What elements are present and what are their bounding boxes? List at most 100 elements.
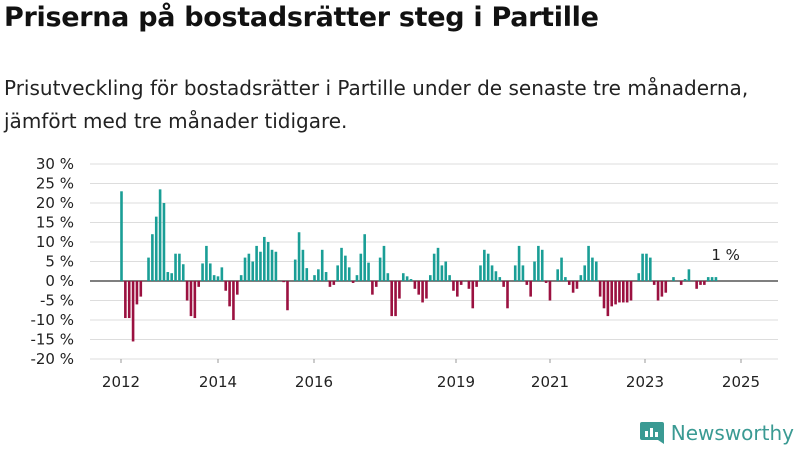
bar xyxy=(486,253,490,281)
bar xyxy=(255,245,258,281)
bar xyxy=(467,281,471,289)
bar xyxy=(332,281,336,285)
bar xyxy=(652,281,656,285)
bar xyxy=(459,281,463,285)
bar xyxy=(355,275,359,281)
x-tick-label: 2012 xyxy=(102,373,140,391)
bar xyxy=(270,249,274,281)
bar xyxy=(544,281,548,283)
bar xyxy=(232,281,235,320)
bar xyxy=(382,245,386,281)
bar xyxy=(425,281,428,299)
bar xyxy=(324,272,328,281)
bar xyxy=(679,281,683,285)
bar xyxy=(328,281,332,287)
bar xyxy=(193,281,197,319)
bar xyxy=(405,276,409,281)
bar xyxy=(490,265,494,281)
bar xyxy=(660,281,664,297)
bar xyxy=(398,281,401,299)
y-tick-label: 5 % xyxy=(45,253,74,271)
bar xyxy=(216,276,220,281)
bar xyxy=(266,242,270,281)
bar xyxy=(243,257,247,281)
bar xyxy=(181,264,185,281)
bar xyxy=(687,269,691,281)
bar xyxy=(124,281,127,319)
bar xyxy=(286,281,289,311)
newsworthy-logo-icon xyxy=(639,422,664,444)
bar xyxy=(247,253,251,281)
y-tick-label: -5 % xyxy=(40,292,74,310)
annotation-group: 1 % xyxy=(711,246,740,264)
y-tick-label: 15 % xyxy=(36,214,74,232)
bar xyxy=(201,263,204,281)
bar xyxy=(706,277,710,281)
bar xyxy=(154,216,158,281)
x-tick-label: 2016 xyxy=(295,373,333,391)
x-tick-label: 2019 xyxy=(437,373,475,391)
bar xyxy=(151,234,154,281)
y-tick-label: 10 % xyxy=(36,233,74,251)
bar xyxy=(502,281,505,287)
bar xyxy=(139,281,143,297)
bar xyxy=(641,253,644,281)
bar xyxy=(517,245,521,281)
bar xyxy=(185,281,189,301)
bar xyxy=(571,281,575,293)
bar xyxy=(401,273,405,281)
y-tick-label: -10 % xyxy=(30,311,74,329)
bar xyxy=(556,269,559,281)
bar xyxy=(297,232,301,281)
bar xyxy=(378,257,382,281)
bar xyxy=(212,275,216,281)
bar xyxy=(363,234,366,281)
bar xyxy=(525,281,529,285)
bar xyxy=(649,257,652,281)
y-tick-label: 30 % xyxy=(36,155,74,173)
bar xyxy=(637,273,641,281)
bar xyxy=(610,281,614,307)
x-tick-label: 2023 xyxy=(626,373,664,391)
bar xyxy=(575,281,579,289)
x-tick-label: 2021 xyxy=(531,373,569,391)
bar xyxy=(224,281,228,291)
bar xyxy=(456,281,459,297)
bar xyxy=(583,265,586,281)
y-tick-label: 0 % xyxy=(45,272,74,290)
bar xyxy=(598,281,602,297)
last-value-annotation: 1 % xyxy=(711,246,740,264)
bar xyxy=(448,275,451,281)
bar xyxy=(521,265,525,281)
bar xyxy=(625,281,629,303)
bar xyxy=(560,257,563,281)
bar xyxy=(506,281,509,309)
bar xyxy=(178,253,181,281)
bar xyxy=(548,281,552,301)
bar xyxy=(475,281,478,287)
bar xyxy=(205,245,208,281)
bar xyxy=(166,272,170,281)
brand-logo[interactable]: Newsworthy xyxy=(639,420,794,446)
bar xyxy=(564,277,567,281)
bar xyxy=(537,245,540,281)
x-axis: 2012 2014 2016 2019 2021 2023 2025 xyxy=(102,359,760,391)
bar xyxy=(656,281,660,301)
bar xyxy=(710,277,714,281)
bar xyxy=(293,259,297,281)
bar xyxy=(351,281,355,283)
bar xyxy=(622,281,625,303)
bar xyxy=(417,281,421,295)
bar xyxy=(208,263,212,281)
bar xyxy=(579,275,583,281)
bar xyxy=(540,249,544,281)
bar xyxy=(591,257,594,281)
bar xyxy=(320,249,324,281)
bar xyxy=(683,279,687,281)
bar xyxy=(317,269,320,281)
bar xyxy=(282,281,285,283)
bar xyxy=(606,281,610,317)
bar xyxy=(371,281,374,295)
bar xyxy=(483,249,486,281)
bar xyxy=(421,281,424,303)
